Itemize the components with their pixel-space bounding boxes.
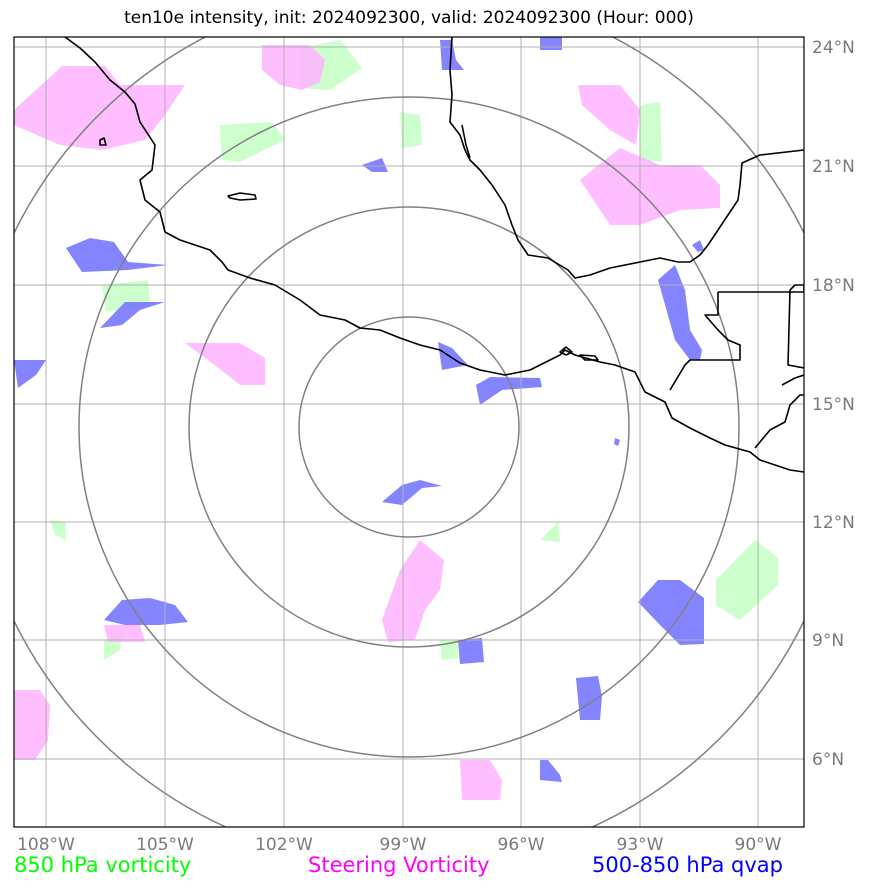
lon-tick-label: 105°W — [136, 835, 194, 855]
qvap-region — [540, 37, 562, 50]
gridlines — [14, 37, 804, 827]
qvap-region — [362, 158, 388, 172]
qvap-region — [458, 638, 484, 664]
border-belize — [787, 289, 804, 369]
lon-tick-label: 96°W — [498, 835, 545, 855]
legend-steering-vorticity: Steering Vorticity — [308, 853, 490, 877]
legend-850-vorticity: 850 hPa vorticity — [14, 853, 192, 877]
map-title: ten10e intensity, init: 2024092300, vali… — [124, 8, 694, 28]
map-frame — [13, 36, 805, 828]
coastline-mexico-pacific — [64, 37, 601, 376]
vort850-region — [640, 102, 662, 162]
coastline-central-america — [599, 361, 804, 473]
lon-tick-label: 99°W — [380, 835, 427, 855]
lat-tick-label: 18°N — [812, 276, 855, 296]
island-small — [461, 124, 471, 159]
vort850-region — [50, 520, 66, 540]
qvap-region — [576, 676, 602, 720]
vort850-region — [540, 522, 560, 542]
qvap-layer — [14, 37, 704, 782]
qvap-region — [14, 360, 46, 388]
lat-tick-label: 24°N — [812, 38, 855, 58]
border-honduras — [754, 394, 804, 449]
qvap-region — [66, 238, 168, 272]
qvap-region — [692, 240, 704, 252]
lon-tick-label: 102°W — [255, 835, 313, 855]
qvap-region — [438, 342, 468, 370]
island-small — [559, 346, 573, 356]
lat-tick-label: 15°N — [812, 395, 855, 415]
steering-region — [104, 625, 145, 642]
steering-region — [460, 760, 502, 800]
steering-region — [14, 66, 185, 150]
lat-tick-label: 9°N — [812, 631, 844, 651]
border-honduras — [781, 374, 804, 386]
legend-qvap: 500-850 hPa qvap — [592, 853, 783, 877]
steering-region — [185, 343, 265, 385]
steering-region — [262, 45, 325, 90]
lon-tick-label: 108°W — [17, 835, 75, 855]
lon-tick-label: 90°W — [735, 835, 782, 855]
qvap-region — [476, 377, 542, 405]
qvap-region — [614, 438, 620, 446]
steering-region — [382, 540, 444, 642]
vort850-region — [716, 540, 778, 620]
lat-tick-label: 12°N — [812, 513, 855, 533]
lat-tick-labels: 24°N 21°N 18°N 15°N 12°N 9°N 6°N — [812, 38, 855, 770]
qvap-region — [100, 302, 165, 328]
lat-tick-label: 21°N — [812, 157, 855, 177]
range-rings — [14, 37, 804, 827]
border-guatemala — [669, 292, 741, 391]
island-marias — [227, 192, 257, 201]
steering-region — [580, 148, 720, 225]
border-belize — [789, 284, 804, 291]
border-guatemala — [718, 285, 804, 293]
steering-region — [14, 690, 50, 760]
coastline-gulf — [449, 37, 804, 279]
vort850-region — [440, 640, 458, 660]
vort850-region — [220, 122, 285, 162]
range-ring — [78, 96, 740, 758]
range-ring — [298, 316, 520, 538]
steering-region — [578, 85, 640, 145]
island-small — [99, 137, 107, 146]
vort850-region — [400, 112, 422, 148]
island-small — [579, 354, 599, 361]
qvap-region — [382, 480, 442, 505]
qvap-region — [540, 760, 562, 782]
steering-vorticity-layer — [14, 45, 720, 800]
qvap-region — [638, 580, 704, 645]
lon-tick-label: 93°W — [617, 835, 664, 855]
coastline — [64, 37, 804, 473]
lat-tick-label: 6°N — [812, 750, 844, 770]
lon-tick-labels: 108°W 105°W 102°W 99°W 96°W 93°W 90°W — [17, 835, 782, 855]
qvap-region — [658, 265, 702, 360]
range-ring — [188, 206, 630, 648]
qvap-region — [104, 598, 188, 625]
